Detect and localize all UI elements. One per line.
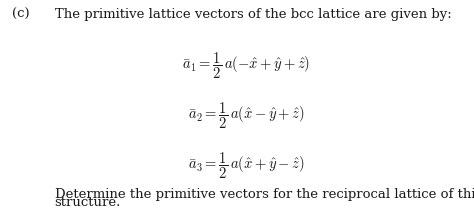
Text: Determine the primitive vectors for the reciprocal lattice of this: Determine the primitive vectors for the … xyxy=(55,188,474,201)
Text: $\bar{a}_2 = \dfrac{1}{2}\,a(\hat{x}-\hat{y}+\hat{z})$: $\bar{a}_2 = \dfrac{1}{2}\,a(\hat{x}-\ha… xyxy=(188,100,305,131)
Text: $\bar{a}_1 = \dfrac{1}{2}\,a(-\hat{x}+\hat{y}+\hat{z})$: $\bar{a}_1 = \dfrac{1}{2}\,a(-\hat{x}+\h… xyxy=(182,50,310,81)
Text: The primitive lattice vectors of the bcc lattice are given by:: The primitive lattice vectors of the bcc… xyxy=(55,8,451,21)
Text: $\bar{a}_3 = \dfrac{1}{2}\,a(\hat{x}+\hat{y}-\hat{z})$: $\bar{a}_3 = \dfrac{1}{2}\,a(\hat{x}+\ha… xyxy=(188,150,305,181)
Text: structure.: structure. xyxy=(55,196,121,209)
Text: (c): (c) xyxy=(12,8,29,21)
